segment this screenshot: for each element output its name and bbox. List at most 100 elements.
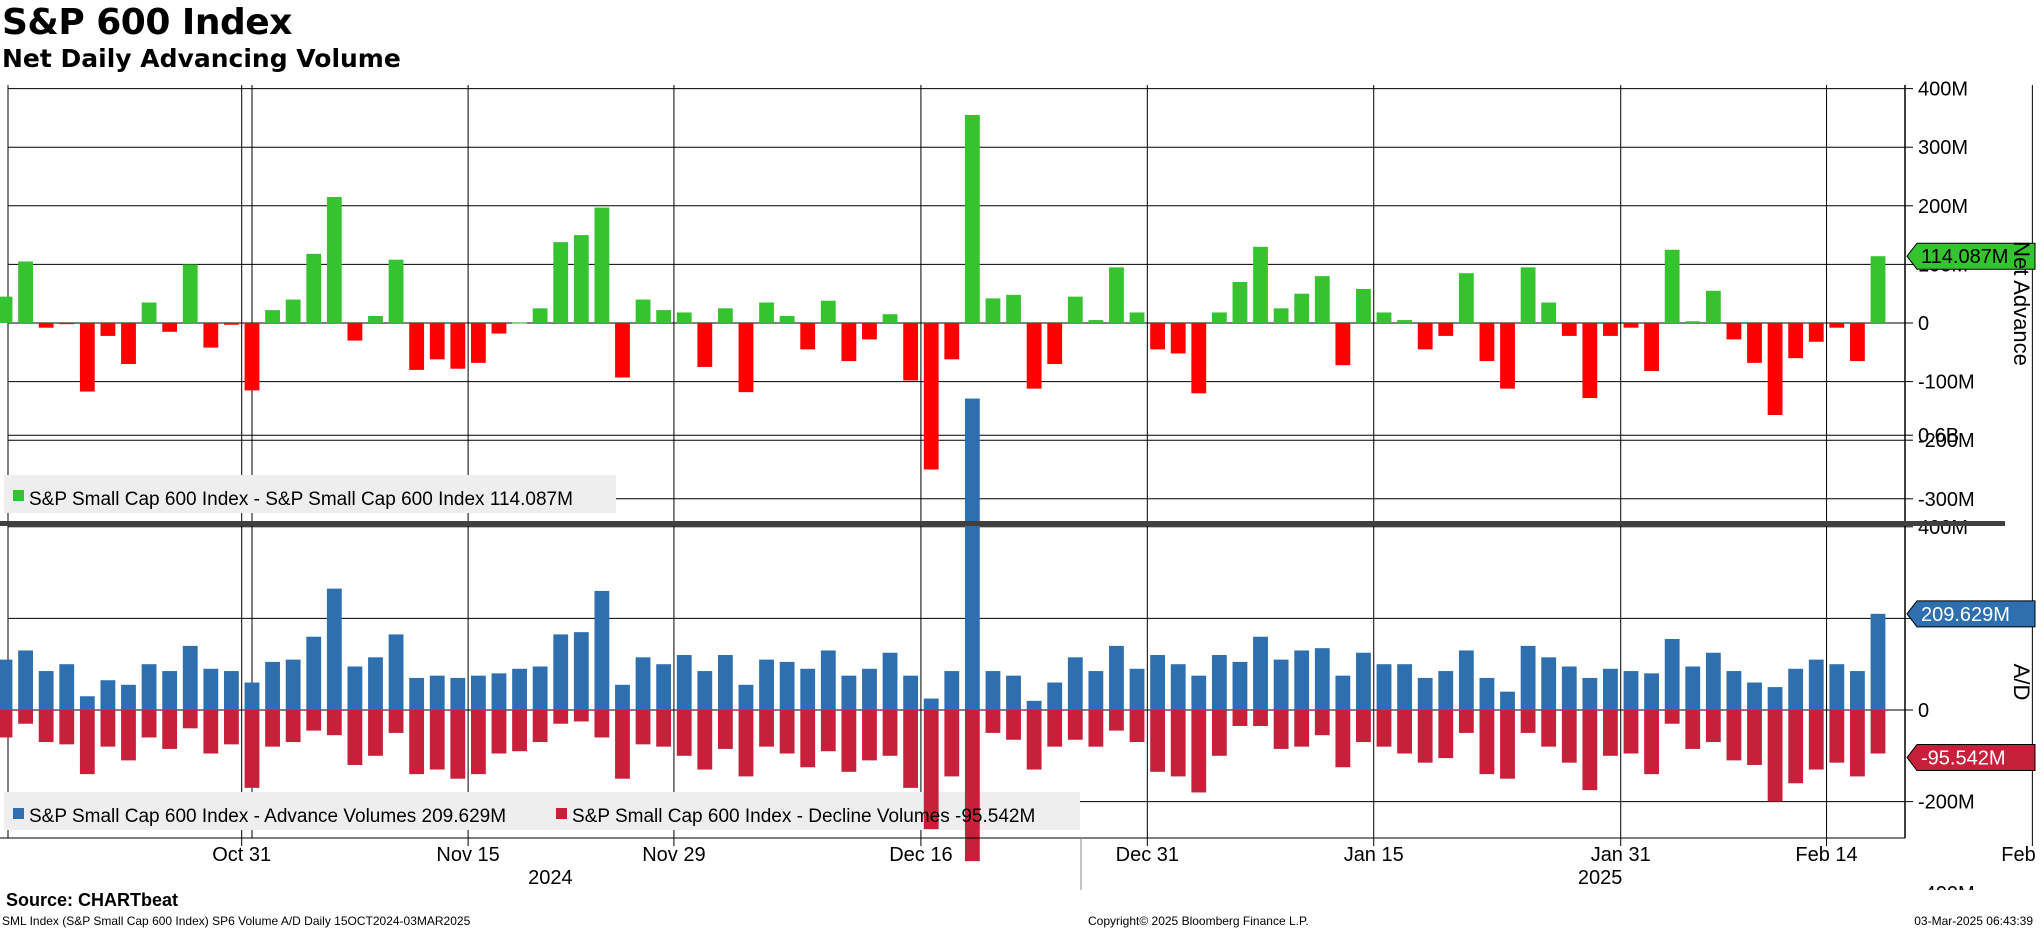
net-advance-bar <box>779 315 795 323</box>
net-advance-bar <box>1623 323 1639 328</box>
advance-volume-bar <box>779 661 795 710</box>
net-advance-bar <box>1438 323 1454 336</box>
net-advance-bar <box>676 312 692 323</box>
decline-volume-bar <box>1109 710 1124 731</box>
advance-volume-bar <box>820 650 836 710</box>
decline-volume-bar <box>738 710 754 777</box>
last-net-value-tag <box>1906 242 2036 270</box>
net-advance-bar <box>265 310 280 323</box>
page-title: S&P 600 Index <box>2 2 292 43</box>
decline-volume-bar <box>38 710 54 743</box>
net-advance-bar <box>368 315 383 323</box>
advance-volume-bar <box>1685 666 1701 710</box>
net-advance-bar <box>1644 323 1660 372</box>
source-label: Source: CHARTbeat <box>6 890 179 910</box>
net-advance-bar <box>1109 267 1124 323</box>
advance-volume-bar <box>1438 671 1454 710</box>
net-advance-bar <box>841 323 857 362</box>
decline-volume-bar <box>594 710 610 738</box>
net-advance-bar <box>594 207 610 323</box>
y-axis-title-net: Net Advance <box>2009 241 2034 366</box>
advance-volume-bar <box>100 680 116 710</box>
net-advance-bar <box>697 323 713 367</box>
decline-volume-bar <box>59 710 75 745</box>
advance-volume-bar <box>450 677 466 710</box>
last-decline-value-label: -95.542M <box>1921 748 2006 770</box>
advance-volume-bar <box>1314 648 1330 710</box>
decline-volume-bar <box>121 710 136 761</box>
net-advance-bar <box>347 323 363 341</box>
net-advance-bar <box>326 197 342 323</box>
advance-volume-bar <box>0 659 13 710</box>
advance-volume-bar <box>841 675 857 710</box>
decline-volume-bar <box>820 710 836 752</box>
advance-volume-bar <box>1808 659 1824 710</box>
net-advance-bar <box>635 299 651 323</box>
net-advance-bar <box>882 314 898 323</box>
decline-volume-bar <box>326 710 342 736</box>
decline-volume-bar <box>368 710 383 756</box>
net-advance-bar <box>1582 323 1598 399</box>
net-advance-bar <box>656 310 672 323</box>
net-advance-bar <box>615 323 630 378</box>
advance-volume-bar <box>306 636 322 710</box>
advance-volume-bar <box>1458 650 1474 710</box>
decline-volume-bar <box>1644 710 1660 775</box>
net-advance-bar <box>223 323 239 325</box>
decline-volume-bar <box>573 710 589 722</box>
advance-volume-bar <box>1232 661 1248 710</box>
decline-volume-bar <box>512 710 527 752</box>
net-advance-bar <box>79 323 95 392</box>
advance-volume-bar <box>1561 666 1577 710</box>
x-tick-label: Nov 15 <box>436 844 499 866</box>
net-advance-bar <box>38 323 54 328</box>
advance-volume-bar <box>1623 671 1639 710</box>
net-advance-bar <box>1808 323 1824 342</box>
net-advance-bar <box>1376 312 1392 323</box>
footer-timestamp: 03-Mar-2025 06:43:39 <box>1914 914 2033 928</box>
advance-volume-bar <box>1644 673 1660 710</box>
net-advance-bar <box>1541 302 1557 323</box>
net-advance-bar <box>862 323 877 340</box>
decline-volume-bar <box>1705 710 1721 743</box>
net-advance-bar <box>1356 289 1371 323</box>
decline-volume-bar <box>1747 710 1762 765</box>
decline-volume-bar <box>717 710 733 749</box>
net-advance-bar <box>162 323 178 332</box>
decline-volume-bar <box>841 710 857 772</box>
advance-volume-bar <box>1829 664 1845 710</box>
x-tick-label: Feb 14 <box>1795 844 1857 866</box>
decline-volume-bar <box>347 710 363 765</box>
net-advance-bar <box>1088 320 1104 323</box>
decline-volume-bar <box>182 710 198 729</box>
decline-volume-bar <box>800 710 816 768</box>
decline-volume-bar <box>635 710 651 745</box>
decline-volume-bar <box>223 710 239 745</box>
decline-volume-bar <box>923 710 939 830</box>
legend-swatch-advance <box>13 808 24 819</box>
net-advance-bar <box>964 114 980 323</box>
decline-volume-bar <box>1253 710 1268 727</box>
net-advance-bar <box>1047 323 1063 365</box>
advance-volume-bar <box>429 675 445 710</box>
decline-volume-bar <box>1232 710 1248 727</box>
net-advance-bar <box>1458 273 1474 323</box>
net-advance-bar <box>820 300 836 323</box>
last-advance-value-label: 209.629M <box>1921 604 2010 626</box>
advance-volume-bar <box>1664 639 1680 710</box>
advance-volume-bar <box>79 696 95 710</box>
last-advance-value-tag <box>1906 600 2036 628</box>
net-advance-bar <box>1026 323 1042 389</box>
x-tick-label: Oct 31 <box>212 844 271 866</box>
net-advance-bar <box>429 323 445 360</box>
advance-volume-bar <box>223 671 239 710</box>
advance-volume-bar <box>1747 682 1762 710</box>
decline-volume-bar <box>1685 710 1701 749</box>
decline-volume-bar <box>656 710 672 747</box>
net-advance-bar <box>1006 294 1021 323</box>
page-subtitle: Net Daily Advancing Volume <box>2 44 401 73</box>
net-advance-bar <box>1150 323 1166 350</box>
decline-volume-bar <box>1314 710 1330 736</box>
net-advance-bar <box>1726 323 1742 340</box>
legend-background-top <box>4 475 616 513</box>
